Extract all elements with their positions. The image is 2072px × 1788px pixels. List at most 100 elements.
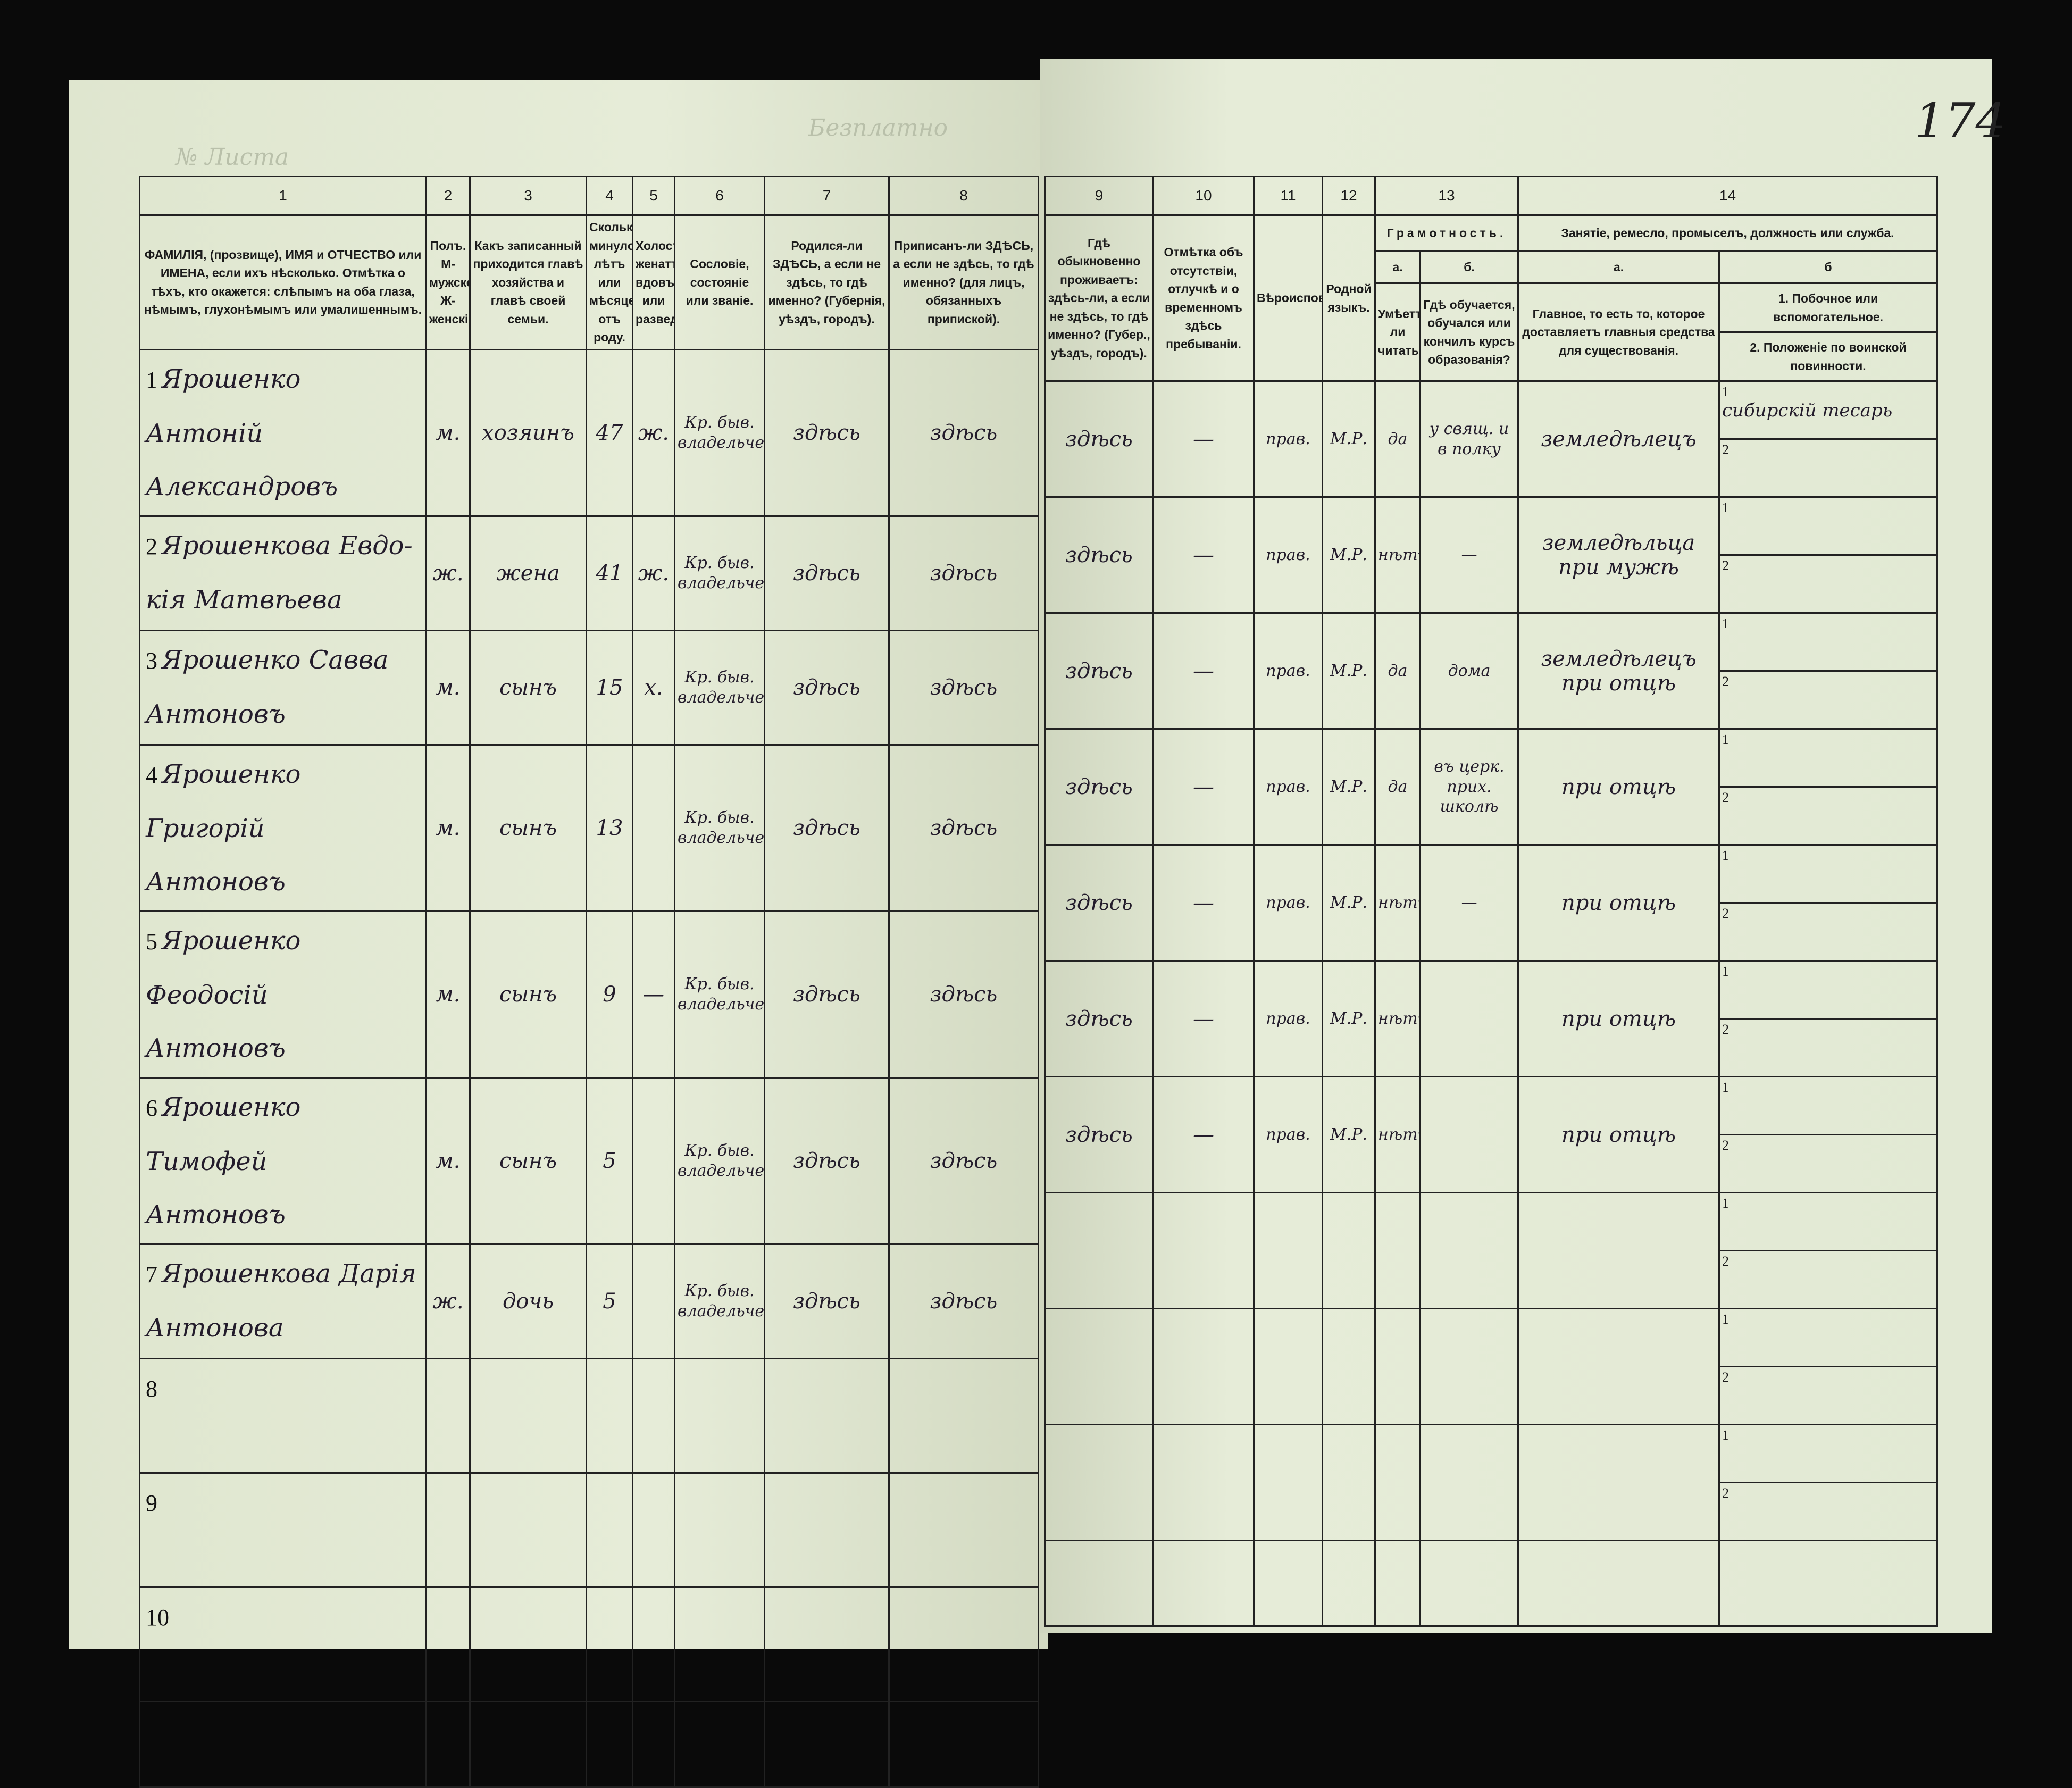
sheet-number-label: № Листа [176,144,289,171]
table-row: 6 Ярошенко Тимофей Антоновъ м. сынъ 5 Кр. быв.… [139,1076,1039,1245]
sex-cell: м. [425,743,471,912]
patronymic: Антоновъ [146,1033,286,1063]
absence-cell: — [1152,844,1255,962]
relation-cell [469,1357,587,1474]
subcolumn-label: б. [1419,250,1519,284]
marital-cell [632,1357,675,1474]
resides-cell [1044,1192,1154,1309]
side-occupation-value: сибирскій тесарь [1722,400,1893,421]
relation-cell: сынъ [469,743,587,912]
estate-cell [674,1472,765,1588]
literacy-header: Грамотность. [1374,214,1519,252]
military-cell: 2 [1718,786,1938,846]
military-cell: 2 [1718,1482,1938,1541]
column-number: 3 [469,176,587,216]
subcolumn-label: б [1718,250,1938,284]
religion-cell: прав. [1253,1076,1323,1193]
name-cell: 5 Ярошенко Феодосій Антоновъ [139,910,427,1079]
sex-cell: ж. [425,1243,471,1359]
table-row: 1 Ярошенко Антоній Александровъ м. хозяинъ 47… [139,348,1039,517]
blank-cell [1322,1540,1376,1627]
table-row: 9 [139,1472,1039,1588]
literate-cell [1374,1308,1421,1425]
registered-cell [888,1357,1039,1474]
born-cell: здѣсь [764,515,890,631]
row-number: 9 [146,1490,157,1516]
language-cell [1322,1192,1376,1309]
resides-cell [1044,1308,1154,1425]
absence-cell: — [1152,496,1255,614]
table-row: здѣсь — прав. М.Р. да въ церк. прих. школѣ при… [1044,728,1938,846]
table-row: 1 [1044,1308,1938,1425]
sub-label: 2 [1722,1369,1729,1385]
table-row: 5 Ярошенко Феодосій Антоновъ м. сынъ 9— Кр. бы… [139,910,1039,1079]
registered-cell: здѣсь [888,515,1039,631]
form-header-label: Безплатно [808,114,948,141]
schooling-cell [1419,1076,1519,1193]
schooling-cell: — [1419,844,1519,962]
column-number: 14 [1517,176,1938,216]
marital-cell [632,1076,675,1245]
column-header: Отмѣтка объ отсутствіи, отлучкѣ и о врем… [1152,214,1255,382]
patronymic: Антонова [146,1313,284,1343]
table-row: здѣсь — прав. М.Р. да дома земледѣлецъ при отц… [1044,612,1938,730]
language-cell: М.Р. [1322,612,1376,730]
born-cell: здѣсь [764,1243,890,1359]
row-number: 8 [146,1375,157,1402]
blank-cell [632,1700,675,1788]
religion-cell: прав. [1253,380,1323,498]
table-row: 3 Ярошенко Савва Антоновъ м. сынъ 15 х. Кр. быв… [139,629,1039,746]
age-cell: 9 [586,910,633,1079]
row-number: 2 [146,533,157,559]
resides-cell [1044,1424,1154,1541]
sub-label: 2 [1722,906,1729,921]
patronymic: Антоновъ [146,699,286,729]
column-header: ФАМИЛІЯ, (прозвище), ИМЯ и ОТЧЕСТВО или … [139,214,427,350]
name-cell: 6 Ярошенко Тимофей Антоновъ [139,1076,427,1245]
religion-cell [1253,1424,1323,1541]
table-row: 7 Ярошенкова Дарія Антонова ж. дочь 5 Кр. быв.… [139,1243,1039,1359]
surname-name: Ярошенкова Евдо- [162,530,413,561]
table-row: 2 Ярошенкова Евдо-кія Матвѣева ж. жена 41 ж. К… [139,515,1039,631]
column-number: 1 [139,176,427,216]
table-row: 8 [139,1357,1039,1474]
born-cell [764,1357,890,1474]
relation-cell: дочь [469,1243,587,1359]
name-cell: 7 Ярошенкова Дарія Антонова [139,1243,427,1359]
column-number: 11 [1253,176,1323,216]
blank-cell [1419,1540,1519,1627]
name-cell: 2 Ярошенкова Евдо-кія Матвѣева [139,515,427,631]
sex-cell [425,1357,471,1474]
language-cell: М.Р. [1322,728,1376,846]
absence-cell: — [1152,612,1255,730]
language-cell: М.Р. [1322,844,1376,962]
absence-cell [1152,1424,1255,1541]
literate-cell: нѣтъ [1374,496,1421,614]
language-cell: М.Р. [1322,960,1376,1077]
patronymic: Александровъ [146,471,338,502]
column-number: 4 [586,176,633,216]
literate-cell: нѣтъ [1374,960,1421,1077]
schooling-cell: въ церк. прих. школѣ [1419,728,1519,846]
occupation-cell: при отцѣ [1517,844,1720,962]
column-header: Приписанъ-ли ЗДѢСЬ, а если не здѣсь, то … [888,214,1039,350]
age-cell: 5 [586,1076,633,1245]
religion-cell: прав. [1253,496,1323,614]
patronymic: кія Матвѣева [146,584,342,615]
literate-cell: да [1374,728,1421,846]
row-number: 4 [146,762,157,788]
sub-label: 1 [1722,732,1729,747]
sex-cell [425,1586,471,1702]
table-row: здѣсь — прав. М.Р. да у свящ. и в полку землед… [1044,380,1938,498]
side-occupation-cell: 1 [1718,1192,1938,1251]
side-occupation-cell: 1 [1718,960,1938,1020]
relation-cell [469,1472,587,1588]
registered-cell: здѣсь [888,629,1039,746]
row-number: 7 [146,1261,157,1288]
subcolumn-label: а. [1517,250,1720,284]
column-number: 5 [632,176,675,216]
literate-cell: нѣтъ [1374,844,1421,962]
language-cell [1322,1308,1376,1425]
table-row: 10 [139,1586,1039,1702]
